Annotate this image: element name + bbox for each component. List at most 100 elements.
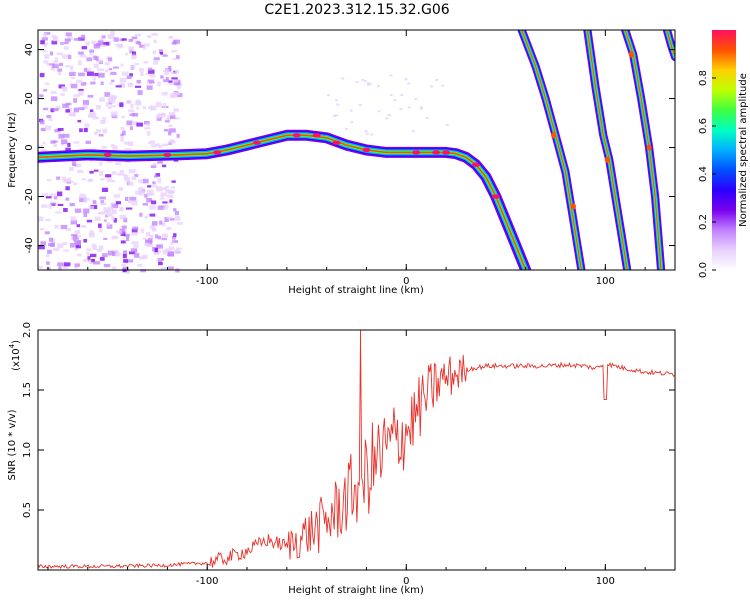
noise-speck — [145, 72, 149, 75]
noise-speck — [74, 230, 80, 235]
noise-speck — [164, 217, 169, 222]
noise-speck — [109, 99, 116, 104]
noise-speck — [125, 52, 129, 56]
noise-speck — [174, 210, 179, 216]
noise-speck — [364, 130, 368, 133]
noise-speck — [124, 233, 130, 237]
spectrogram-y-ticks: -40 -20 0 20 40 — [24, 43, 675, 254]
noise-speck — [154, 234, 159, 239]
noise-speck — [327, 94, 330, 97]
y-tick-label: 0 — [24, 144, 35, 150]
noise-speck — [128, 259, 134, 263]
x-tick-label: 0 — [403, 276, 409, 287]
noise-speck — [108, 95, 116, 100]
noise-speck — [161, 238, 167, 241]
noise-speck — [168, 65, 172, 71]
noise-speck — [89, 230, 94, 236]
noise-speck — [132, 51, 136, 56]
noise-speck — [124, 177, 131, 182]
noise-speck — [411, 130, 415, 133]
noise-speck — [89, 253, 97, 258]
noise-speck — [108, 206, 114, 212]
noise-speck — [113, 66, 119, 69]
noise-speck — [152, 50, 157, 55]
noise-speck — [119, 38, 124, 42]
noise-speck — [165, 118, 172, 121]
noise-speck — [161, 92, 168, 96]
noise-speck — [131, 200, 138, 206]
noise-speck — [57, 203, 64, 206]
noise-speck — [94, 131, 98, 135]
noise-speck — [171, 180, 176, 183]
noise-speck — [127, 181, 134, 186]
snr-multiplier-base: (x10 — [11, 348, 22, 371]
noise-speck — [63, 208, 68, 212]
noise-speck — [129, 113, 135, 116]
noise-speck — [175, 247, 183, 251]
noise-speck — [160, 192, 164, 198]
noise-speck — [139, 256, 146, 260]
noise-speck — [153, 61, 159, 65]
noise-speck — [52, 64, 59, 69]
noise-speck — [156, 186, 162, 190]
noise-speck — [69, 65, 74, 71]
noise-speck — [40, 149, 47, 152]
noise-speck — [126, 100, 132, 104]
ridge-peak — [432, 150, 441, 155]
noise-speck — [81, 178, 87, 181]
noise-speck — [58, 62, 64, 67]
noise-speck — [111, 203, 119, 209]
noise-speck — [166, 194, 174, 198]
noise-speck — [168, 246, 175, 251]
noise-speck — [370, 133, 374, 136]
noise-speck — [393, 99, 397, 102]
noise-speck — [128, 46, 134, 51]
noise-speck — [90, 113, 97, 118]
noise-speck — [173, 108, 179, 112]
noise-speck — [74, 208, 82, 213]
noise-speck — [142, 254, 148, 259]
noise-speck — [73, 163, 77, 167]
ridge-3-layer-4 — [624, 30, 662, 270]
noise-speck — [168, 35, 174, 39]
noise-speck — [111, 209, 117, 215]
noise-speck — [96, 59, 103, 63]
noise-speck — [150, 144, 157, 148]
noise-speck — [129, 49, 133, 54]
noise-speck — [40, 40, 45, 45]
noise-speck — [134, 253, 140, 258]
noise-speck — [128, 39, 134, 42]
noise-speck — [174, 69, 180, 74]
noise-speck — [167, 251, 175, 257]
noise-speck — [168, 112, 176, 116]
ridge-peak — [103, 152, 112, 158]
noise-speck — [38, 216, 44, 222]
noise-speck — [99, 256, 105, 261]
noise-speck — [43, 60, 49, 64]
noise-speck — [115, 85, 122, 88]
noise-speck — [144, 127, 151, 130]
noise-speck — [79, 193, 86, 199]
noise-speck — [93, 169, 99, 172]
noise-speck — [90, 109, 94, 112]
spectrogram-y-label: Frequency (Hz) — [7, 112, 18, 188]
noise-speck — [83, 127, 88, 133]
noise-speck — [135, 99, 141, 104]
noise-speck — [77, 169, 84, 174]
noise-speck — [121, 225, 127, 230]
noise-speck — [169, 139, 175, 143]
noise-speck — [129, 251, 136, 255]
spectrogram-panel: -100 0 100 -40 -20 0 20 40 Height of straight … — [7, 29, 676, 296]
noise-speck — [92, 76, 96, 81]
noise-speck — [407, 82, 411, 85]
noise-speck — [99, 171, 104, 176]
noise-speck — [97, 68, 104, 72]
noise-speck — [50, 96, 58, 102]
noise-speck — [42, 141, 46, 144]
noise-speck — [146, 85, 153, 90]
noise-speck — [176, 92, 183, 98]
noise-speck — [146, 243, 154, 247]
noise-speck — [77, 119, 82, 123]
noise-speck — [74, 163, 81, 168]
noise-speck — [55, 211, 62, 214]
